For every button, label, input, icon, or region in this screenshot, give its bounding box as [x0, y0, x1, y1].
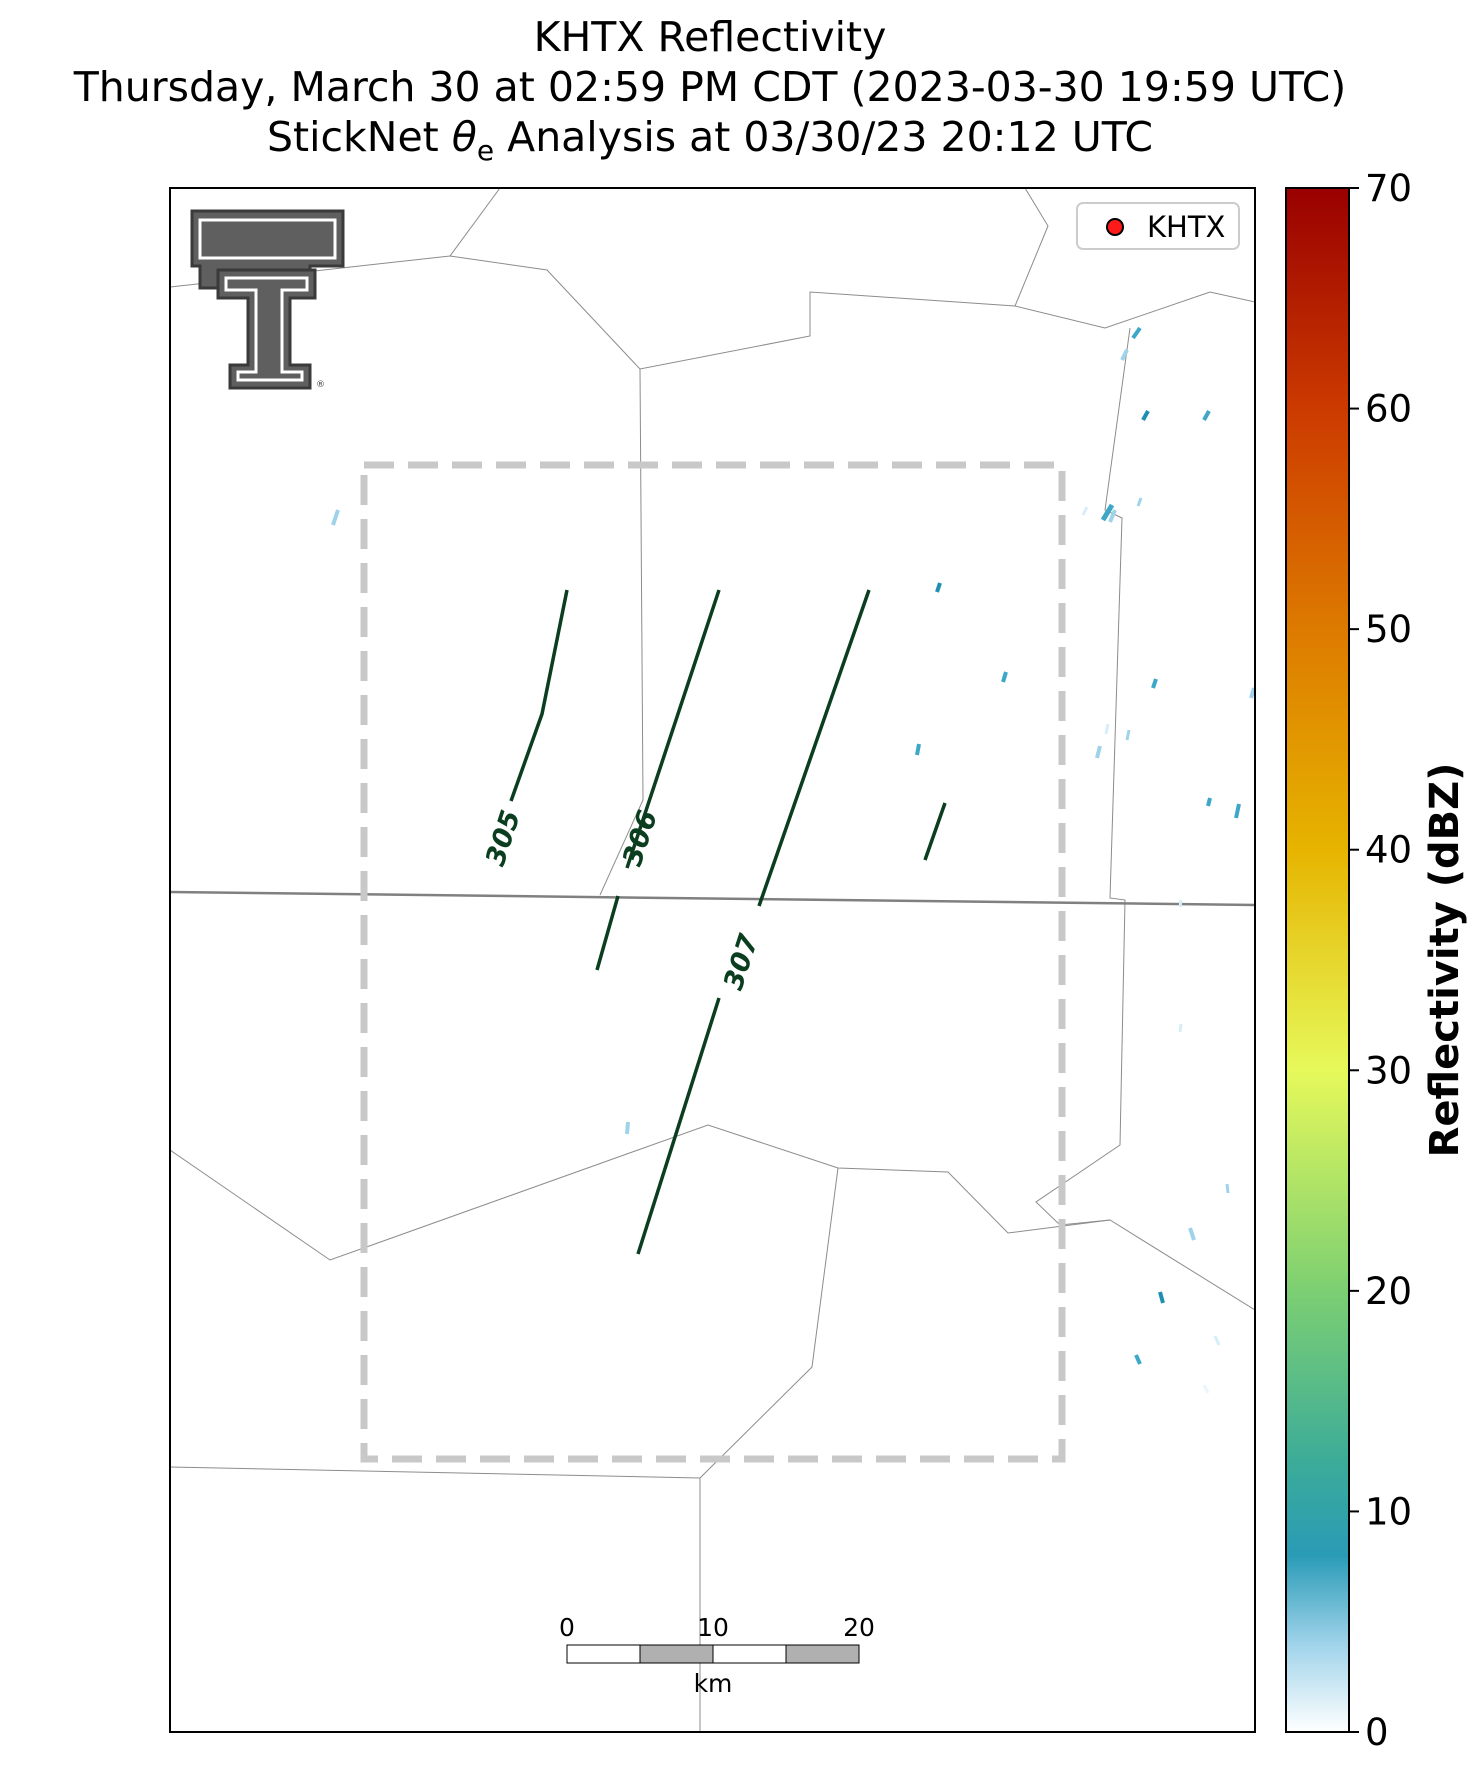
- echo-cell: [1108, 509, 1117, 523]
- logo-stem: [216, 268, 317, 390]
- echo-cell: [1131, 326, 1142, 340]
- colorbar: 0 10 20 30 40 50 60 70 Reflectivity (dBZ): [1285, 167, 1468, 1754]
- scale-tick-20: 20: [843, 1613, 875, 1642]
- echo-cell: [1125, 729, 1131, 741]
- map-title: KHTX Reflectivity Thursday, March 30 at …: [0, 12, 1420, 176]
- echo-cell: [1100, 503, 1115, 522]
- logo-top-inner: [198, 218, 337, 260]
- theta-e-contours: [509, 589, 947, 1255]
- scale-tick-0: 0: [559, 1613, 575, 1642]
- echo-cell: [1202, 410, 1211, 421]
- colorbar-tick-label: 30: [1365, 1049, 1412, 1092]
- echo-cell: [1151, 678, 1158, 689]
- echo-cell: [1141, 410, 1150, 421]
- scale-seg-2: [639, 1644, 714, 1664]
- county-line-southcentral: [699, 1167, 839, 1732]
- colorbar-tick-label: 50: [1365, 608, 1412, 651]
- colorbar-tick-label: 60: [1365, 388, 1412, 431]
- colorbar-ramp: [1285, 187, 1350, 1733]
- echo-cell: [1104, 723, 1110, 735]
- echo-cell: [1120, 349, 1129, 361]
- echo-cell: [1081, 506, 1089, 516]
- map-area: 305 306 307 ® KHTX 0 10 20: [170, 188, 1255, 1732]
- map-legend: KHTX: [1076, 202, 1240, 250]
- scale-bar: 0 10 20 km: [559, 1613, 875, 1698]
- colorbar-tick-label: 10: [1365, 1490, 1412, 1533]
- colorbar-title: Reflectivity (dBZ): [1422, 763, 1468, 1158]
- echo-cell: [1095, 745, 1102, 759]
- county-line-north: [170, 255, 1255, 370]
- scale-unit: km: [694, 1669, 733, 1698]
- echo-cell: [1178, 1023, 1183, 1033]
- map-frame: [169, 187, 1256, 1733]
- scale-tick-10: 10: [697, 1613, 729, 1642]
- echo-cell: [1202, 1384, 1210, 1394]
- county-line-southwest: [170, 1466, 701, 1479]
- echo-cell: [1206, 797, 1212, 807]
- echo-cell: [1136, 497, 1143, 507]
- title-analysis: StickNet θe Analysis at 03/30/23 20:12 U…: [267, 113, 1153, 168]
- echo-cell: [625, 1121, 630, 1135]
- scale-seg-3: [712, 1644, 787, 1664]
- contour-fragment: [923, 802, 947, 861]
- state-boundary: [170, 890, 1255, 907]
- echo-cell: [331, 509, 340, 526]
- legend-frame: [1076, 202, 1240, 250]
- title-radar: KHTX Reflectivity: [533, 13, 887, 61]
- logo-registered-mark: ®: [316, 380, 325, 390]
- county-line-central: [599, 368, 644, 896]
- contour-307-upper: [757, 589, 871, 907]
- echo-cell: [1134, 1354, 1142, 1365]
- echo-cell: [1249, 687, 1255, 699]
- echo-cell: [1001, 671, 1008, 683]
- title-time: Thursday, March 30 at 02:59 PM CDT (2023…: [73, 63, 1347, 111]
- county-line-nw: [449, 188, 501, 257]
- colorbar-ticks: 0 10 20 30 40 50 60 70: [1349, 167, 1412, 1754]
- legend-label: KHTX: [1147, 210, 1225, 244]
- echo-cell: [1234, 803, 1241, 819]
- colorbar-tick-label: 20: [1365, 1270, 1412, 1313]
- echo-cell: [935, 582, 942, 593]
- county-boundaries: [170, 188, 1255, 1732]
- analysis-domain-box: [360, 461, 1066, 1463]
- logo-stem-inner: [224, 276, 309, 382]
- echo-cell: [1225, 1183, 1230, 1194]
- texas-tech-logo: ®: [190, 209, 345, 390]
- echo-cell: [1158, 1291, 1165, 1304]
- contour-306-lower: [595, 895, 620, 971]
- map-background: [170, 188, 1255, 1732]
- echo-cell: [1213, 1335, 1221, 1346]
- colorbar-tick-label: 70: [1365, 167, 1412, 210]
- echo-cell: [1188, 1227, 1196, 1241]
- echo-cell: [915, 743, 921, 756]
- county-line-ne: [1014, 188, 1049, 307]
- colorbar-tick-label: 40: [1365, 829, 1412, 872]
- scale-seg-1: [566, 1644, 641, 1664]
- reflectivity-echoes: [331, 326, 1255, 1394]
- echo-cell: [1178, 899, 1183, 908]
- contour-307-lower: [636, 997, 721, 1255]
- contour-305-upper: [509, 589, 569, 802]
- scale-seg-4: [785, 1644, 860, 1664]
- colorbar-tick-label: 0: [1365, 1711, 1389, 1754]
- contour-306-upper: [625, 589, 721, 869]
- radar-site-marker-icon: [1106, 218, 1124, 236]
